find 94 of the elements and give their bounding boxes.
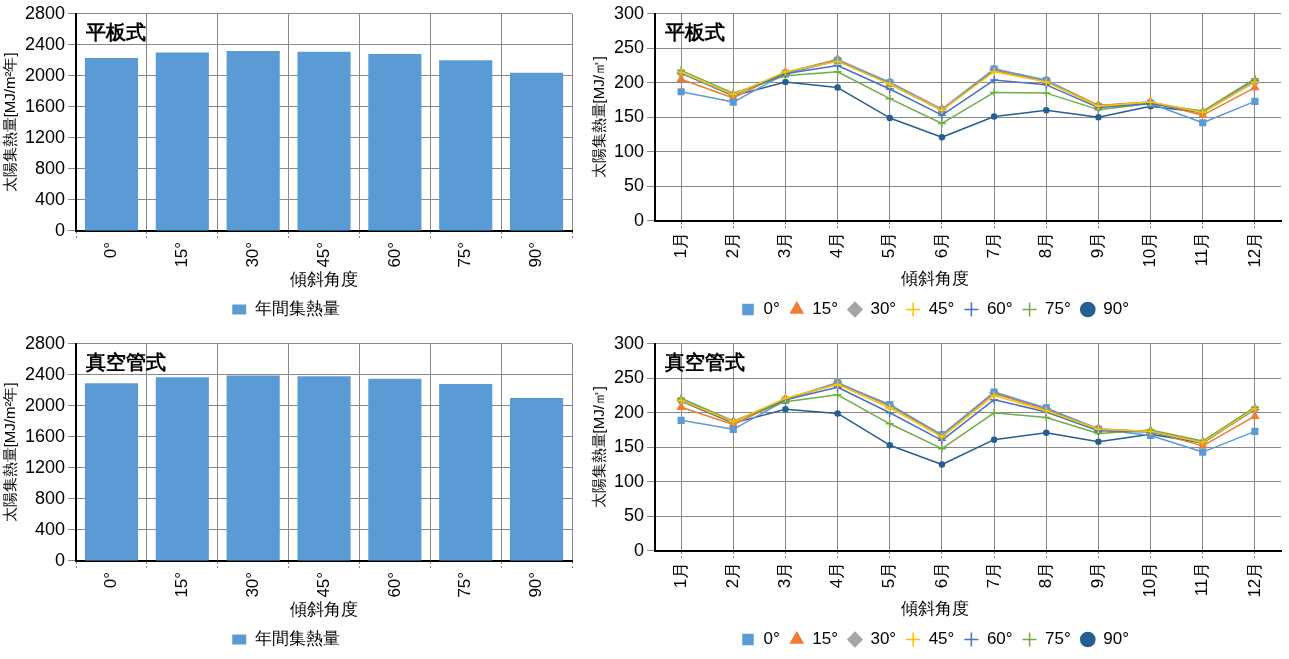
- legend-label: 15°: [812, 299, 838, 319]
- y-tick-label: 50: [624, 175, 645, 196]
- y-tick-label: 2400: [25, 33, 66, 54]
- x-tick-label: 6月: [931, 231, 951, 259]
- x-tick-label: 2月: [722, 561, 742, 588]
- legend-label: 60°: [986, 628, 1013, 648]
- legend-label: 年間集熱量: [254, 628, 340, 648]
- y-tick-label: 2000: [25, 64, 66, 85]
- x-tick-label: 15°: [172, 241, 192, 268]
- y-tick-label: 1200: [25, 456, 66, 477]
- x-tick-label: 12月: [1244, 561, 1264, 598]
- x-tick-label: 5月: [879, 231, 899, 259]
- x-axis-title: 傾斜角度: [290, 270, 359, 290]
- x-axis-title: 傾斜角度: [290, 599, 359, 619]
- y-tick-label: 800: [35, 487, 66, 508]
- y-tick-label: 150: [613, 435, 645, 456]
- y-axis-title: 太陽集熱量[MJ/m²年]: [1, 381, 19, 522]
- x-tick-label: 9月: [1088, 231, 1108, 259]
- x-tick-label: 1月: [670, 561, 690, 588]
- y-tick-label: 300: [613, 2, 645, 23]
- legend-label: 0°: [763, 628, 780, 648]
- y-tick-label: 0: [55, 219, 66, 240]
- x-tick-label: 6月: [931, 561, 951, 588]
- x-tick-label: 4月: [827, 231, 847, 259]
- y-tick-label: 250: [613, 37, 645, 58]
- y-axis-title: 太陽集熱量[MJ/㎡]: [590, 385, 608, 508]
- legend-label: 45°: [928, 628, 955, 648]
- y-tick-label: 1600: [25, 95, 66, 116]
- legend-label: 45°: [928, 299, 955, 319]
- legend-label: 75°: [1045, 628, 1071, 648]
- y-tick-label: 2000: [25, 394, 66, 415]
- legend-label: 90°: [1103, 628, 1130, 648]
- x-tick-label: 30°: [242, 571, 262, 598]
- x-tick-label: 3月: [775, 561, 795, 588]
- x-tick-label: 75°: [455, 241, 475, 268]
- y-tick-label: 2800: [25, 332, 66, 353]
- x-tick-label: 4月: [827, 561, 847, 588]
- y-tick-label: 250: [613, 366, 645, 387]
- legend-label: 60°: [986, 299, 1013, 319]
- y-tick-label: 400: [35, 188, 66, 209]
- chart-title: 真空管式: [85, 350, 167, 373]
- y-axis-title: 太陽集熱量[MJ/㎡]: [590, 56, 608, 179]
- x-tick-label: 90°: [526, 241, 546, 268]
- y-tick-label: 300: [613, 332, 645, 353]
- x-tick-label: 11月: [1192, 231, 1212, 267]
- y-tick-label: 1200: [25, 126, 66, 147]
- y-tick-label: 0: [634, 539, 645, 560]
- y-tick-label: 1600: [25, 425, 66, 446]
- y-tick-label: 2400: [25, 363, 66, 384]
- legend-label: 30°: [870, 628, 897, 648]
- y-tick-label: 150: [613, 106, 645, 127]
- legend-label: 15°: [812, 628, 838, 648]
- x-tick-label: 45°: [313, 241, 333, 268]
- y-tick-label: 50: [624, 504, 645, 525]
- legend-label: 0°: [763, 299, 780, 319]
- legend-label: 75°: [1045, 299, 1071, 319]
- x-tick-label: 10月: [1140, 231, 1160, 268]
- legend-label: 年間集熱量: [254, 299, 340, 319]
- x-tick-label: 0°: [101, 571, 121, 588]
- y-tick-label: 100: [613, 140, 645, 161]
- x-tick-label: 75°: [455, 571, 475, 598]
- legend-label: 30°: [870, 299, 897, 319]
- legend-label: 90°: [1103, 299, 1130, 319]
- x-tick-label: 5月: [879, 561, 899, 588]
- x-tick-label: 1月: [670, 231, 690, 259]
- x-tick-label: 8月: [1035, 561, 1055, 588]
- x-tick-label: 15°: [172, 571, 192, 598]
- x-tick-label: 12月: [1244, 231, 1264, 268]
- x-tick-label: 8月: [1035, 231, 1055, 259]
- x-tick-label: 9月: [1088, 561, 1108, 588]
- y-tick-label: 200: [613, 401, 645, 422]
- y-axis-title: 太陽集熱量[MJ/m²年]: [1, 52, 19, 193]
- y-tick-label: 0: [634, 209, 645, 230]
- x-tick-label: 0°: [101, 241, 121, 259]
- y-tick-label: 400: [35, 518, 66, 539]
- x-tick-label: 7月: [983, 561, 1003, 588]
- x-tick-label: 7月: [983, 231, 1003, 259]
- x-tick-label: 60°: [384, 571, 404, 598]
- x-tick-label: 2月: [722, 231, 742, 259]
- y-tick-label: 800: [35, 157, 66, 178]
- x-tick-label: 11月: [1192, 561, 1212, 596]
- x-tick-label: 3月: [775, 231, 795, 259]
- x-tick-label: 45°: [313, 571, 333, 598]
- chart-title: 真空管式: [664, 350, 746, 373]
- x-tick-label: 10月: [1140, 561, 1160, 598]
- y-tick-label: 200: [613, 71, 645, 92]
- chart-title: 平板式: [85, 21, 147, 44]
- x-tick-label: 90°: [526, 571, 546, 598]
- x-tick-label: 60°: [384, 241, 404, 268]
- y-tick-label: 2800: [25, 2, 66, 23]
- chart-title: 平板式: [664, 21, 726, 44]
- y-tick-label: 0: [55, 549, 66, 570]
- x-tick-label: 30°: [242, 241, 262, 268]
- y-tick-label: 100: [613, 470, 645, 491]
